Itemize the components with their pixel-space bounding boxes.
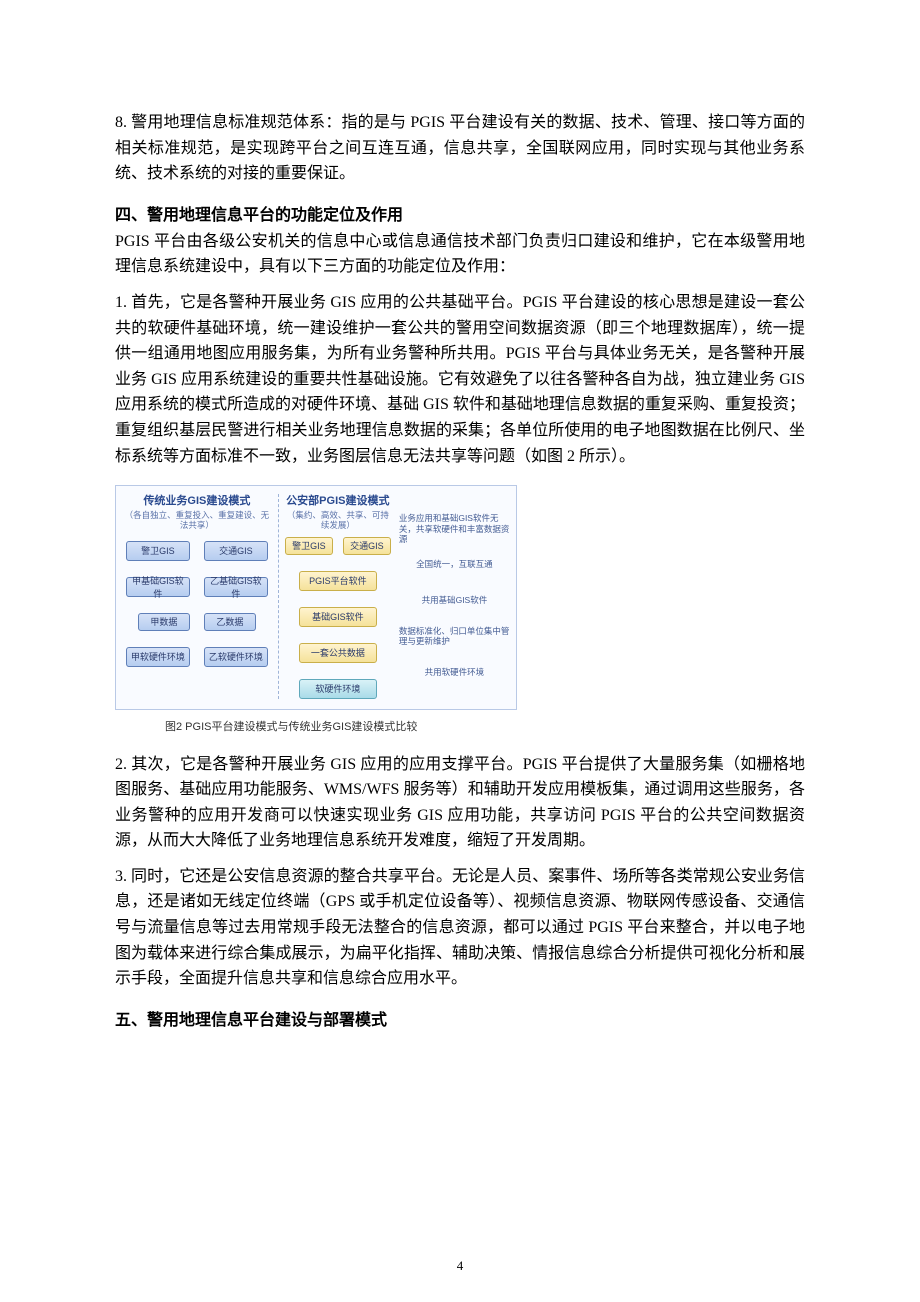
node-mid-0: PGIS平台软件 xyxy=(299,571,377,591)
heading-section-4: 四、警用地理信息平台的功能定位及作用 xyxy=(115,201,805,225)
node-mid-3: 软硬件环境 xyxy=(299,679,377,699)
node-left-0-1: 交通GIS xyxy=(204,541,268,561)
figure-left-column: 传统业务GIS建设模式 （各自独立、重复投入、重复建设、无法共享） 警卫GIS … xyxy=(122,492,272,698)
node-mid-2: 一套公共数据 xyxy=(299,643,377,663)
figure-left-sub: （各自独立、重复投入、重复建设、无法共享） xyxy=(122,510,272,530)
node-left-1-0: 甲基础GIS软件 xyxy=(126,577,190,597)
figure-note-4: 共用软硬件环境 xyxy=(425,662,485,682)
node-left-3-1: 乙软硬件环境 xyxy=(204,647,268,667)
figure-2-caption: 图2 PGIS平台建设模式与传统业务GIS建设模式比较 xyxy=(165,718,805,734)
paragraph-4-intro: PGIS 平台由各级公安机关的信息中心或信息通信技术部门负责归口建设和维护，它在… xyxy=(115,229,805,280)
figure-right-column: 业务应用和基础GIS软件无关，共享软硬件和丰富数据资源 全国统一，互联互通 共用… xyxy=(395,492,510,698)
figure-mid-column: 公安部PGIS建设模式 （集约、高效、共享、可持续发展） 警卫GIS 交通GIS… xyxy=(285,492,391,698)
node-left-3-0: 甲软硬件环境 xyxy=(126,647,190,667)
node-left-2-0: 甲数据 xyxy=(138,613,190,631)
page-number: 4 xyxy=(0,1258,920,1274)
paragraph-item-8: 8. 警用地理信息标准规范体系：指的是与 PGIS 平台建设有关的数据、技术、管… xyxy=(115,110,805,187)
node-left-1-1: 乙基础GIS软件 xyxy=(204,577,268,597)
node-left-2-1: 乙数据 xyxy=(204,613,256,631)
figure-divider xyxy=(278,494,279,698)
paragraph-4-point-1: 1. 首先，它是各警种开展业务 GIS 应用的公共基础平台。PGIS 平台建设的… xyxy=(115,290,805,469)
figure-note-0: 业务应用和基础GIS软件无关，共享软硬件和丰富数据资源 xyxy=(399,520,510,538)
paragraph-4-point-3: 3. 同时，它还是公安信息资源的整合共享平台。无论是人员、案事件、场所等各类常规… xyxy=(115,864,805,992)
document-page: 8. 警用地理信息标准规范体系：指的是与 PGIS 平台建设有关的数据、技术、管… xyxy=(0,0,920,1302)
figure-mid-sub: （集约、高效、共享、可持续发展） xyxy=(285,510,391,530)
node-mid-top-1: 交通GIS xyxy=(343,537,391,555)
figure-mid-title: 公安部PGIS建设模式 xyxy=(286,492,389,508)
figure-note-2: 共用基础GIS软件 xyxy=(422,590,488,610)
figure-2-diagram: 传统业务GIS建设模式 （各自独立、重复投入、重复建设、无法共享） 警卫GIS … xyxy=(115,485,517,709)
node-mid-1: 基础GIS软件 xyxy=(299,607,377,627)
heading-section-5: 五、警用地理信息平台建设与部署模式 xyxy=(115,1006,805,1030)
figure-note-1: 全国统一，互联互通 xyxy=(416,554,493,574)
node-mid-top-0: 警卫GIS xyxy=(285,537,333,555)
figure-2: 传统业务GIS建设模式 （各自独立、重复投入、重复建设、无法共享） 警卫GIS … xyxy=(115,485,805,733)
paragraph-4-point-2: 2. 其次，它是各警种开展业务 GIS 应用的应用支撑平台。PGIS 平台提供了… xyxy=(115,752,805,854)
node-left-0-0: 警卫GIS xyxy=(126,541,190,561)
figure-note-3: 数据标准化、归口单位集中管理与更新维护 xyxy=(399,626,510,646)
figure-left-title: 传统业务GIS建设模式 xyxy=(143,492,250,508)
